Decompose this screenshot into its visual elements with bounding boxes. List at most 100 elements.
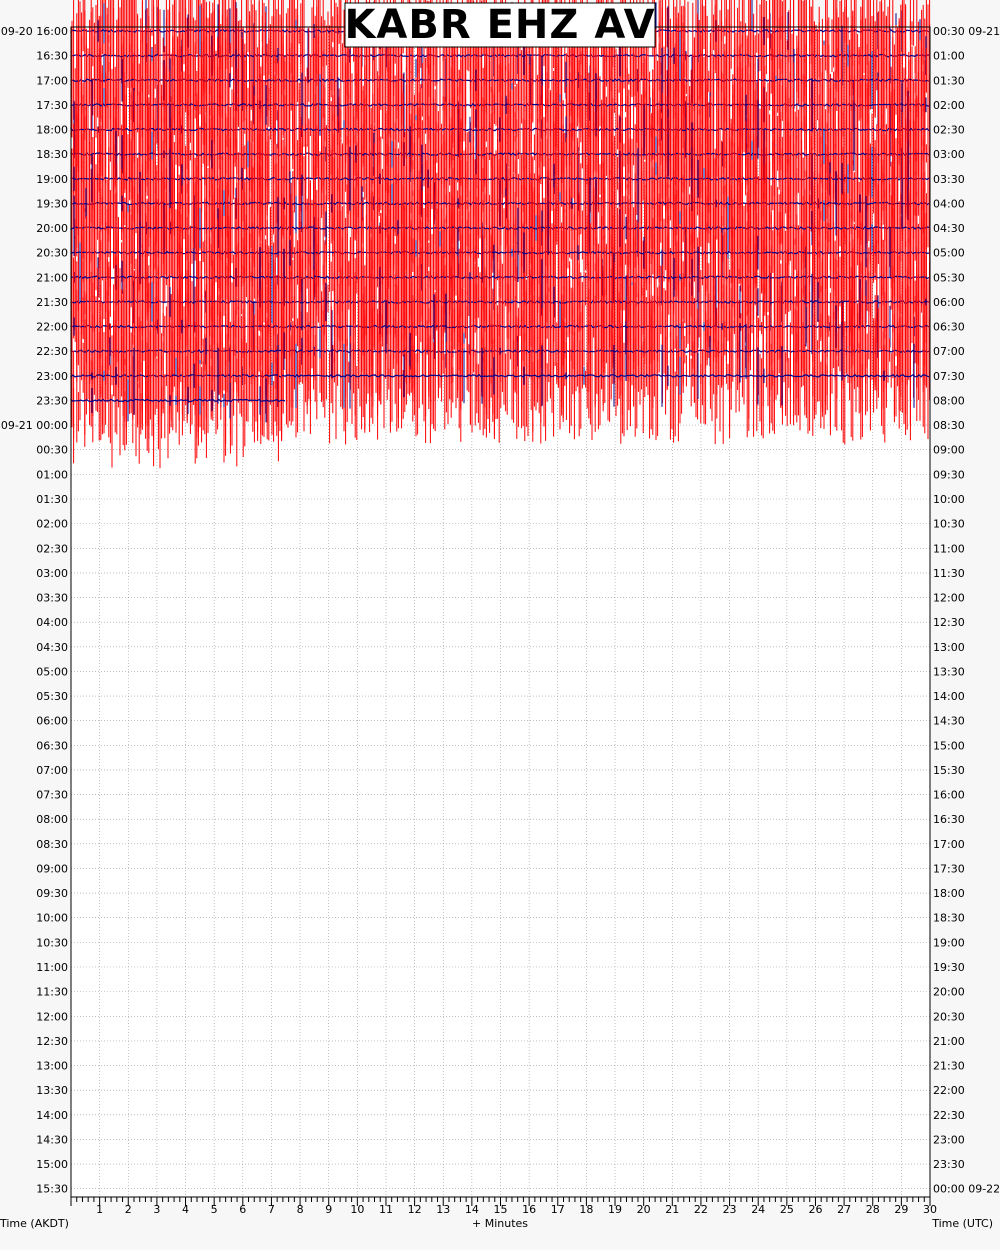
left-row-label: 01:00	[36, 468, 68, 481]
right-row-label: 18:00	[933, 887, 965, 900]
left-row-label: 08:30	[36, 838, 68, 851]
right-row-label: 04:00	[933, 197, 965, 210]
x-tick-label: 24	[751, 1203, 765, 1216]
right-row-label: 23:30	[933, 1158, 965, 1171]
right-row-label: 14:00	[933, 690, 965, 703]
left-row-label: 07:30	[36, 789, 68, 802]
left-row-label: 03:00	[36, 567, 68, 580]
x-tick-label: 27	[837, 1203, 851, 1216]
left-row-label: 11:30	[36, 986, 68, 999]
right-row-label: 13:00	[933, 641, 965, 654]
x-tick-label: 28	[866, 1203, 880, 1216]
x-ticks	[70, 1197, 931, 1206]
right-row-label: 14:30	[933, 715, 965, 728]
left-row-label: 04:00	[36, 616, 68, 629]
left-row-label: 13:00	[36, 1060, 68, 1073]
x-tick-label: 6	[239, 1203, 246, 1216]
right-row-label: 00:30 09-21	[933, 25, 1000, 38]
x-tick-label: 4	[182, 1203, 189, 1216]
left-row-label: 05:00	[36, 665, 68, 678]
left-row-label: 14:30	[36, 1133, 68, 1146]
x-tick-label: 9	[325, 1203, 332, 1216]
right-row-label: 03:00	[933, 148, 965, 161]
x-tick-label: 3	[153, 1203, 160, 1216]
right-row-label: 19:00	[933, 936, 965, 949]
right-row-label: 11:30	[933, 567, 965, 580]
right-row-label: 07:00	[933, 345, 965, 358]
right-row-label: 17:30	[933, 862, 965, 875]
left-row-label: 15:30	[36, 1183, 68, 1196]
left-row-label: 21:30	[36, 296, 68, 309]
left-row-label: 11:00	[36, 961, 68, 974]
right-row-label: 07:30	[933, 370, 965, 383]
left-row-label: 18:00	[36, 124, 68, 137]
x-tick-label: 20	[637, 1203, 651, 1216]
left-row-label: 13:30	[36, 1084, 68, 1097]
right-row-label: 22:30	[933, 1109, 965, 1122]
x-tick-label: 18	[579, 1203, 593, 1216]
right-row-label: 06:00	[933, 296, 965, 309]
right-row-label: 02:00	[933, 99, 965, 112]
x-tick-label: 15	[494, 1203, 508, 1216]
right-axis-label: Time (UTC)	[931, 1217, 993, 1230]
left-row-label: 10:00	[36, 912, 68, 925]
x-tick-label: 2	[125, 1203, 132, 1216]
left-row-label: 20:00	[36, 222, 68, 235]
left-row-label: 07:00	[36, 764, 68, 777]
x-tick-label: 1	[96, 1203, 103, 1216]
x-tick-label: 26	[808, 1203, 822, 1216]
x-tick-label: 29	[894, 1203, 908, 1216]
x-tick-label: 14	[465, 1203, 479, 1216]
right-row-label: 15:00	[933, 739, 965, 752]
x-tick-label: 19	[608, 1203, 622, 1216]
right-row-label: 18:30	[933, 912, 965, 925]
right-row-label: 08:30	[933, 419, 965, 432]
left-row-label: 21:00	[36, 271, 68, 284]
x-tick-label: 11	[379, 1203, 393, 1216]
left-row-label: 05:30	[36, 690, 68, 703]
trace-row	[70, 327, 286, 469]
left-row-label: 02:30	[36, 542, 68, 555]
right-row-label: 01:00	[933, 50, 965, 63]
x-axis-label: + Minutes	[472, 1217, 528, 1230]
left-row-label: 23:00	[36, 370, 68, 383]
left-row-label: 12:00	[36, 1010, 68, 1023]
right-row-label: 21:30	[933, 1060, 965, 1073]
x-tick-label: 30	[923, 1203, 937, 1216]
left-row-label: 04:30	[36, 641, 68, 654]
left-row-label: 09:30	[36, 887, 68, 900]
chart-title: KABR EHZ AV	[344, 2, 655, 48]
right-row-label: 01:30	[933, 74, 965, 87]
x-tick-label: 7	[268, 1203, 275, 1216]
right-row-label: 10:00	[933, 493, 965, 506]
x-tick-label: 17	[551, 1203, 565, 1216]
left-axis-label: Time (AKDT)	[0, 1217, 69, 1230]
right-row-label: 02:30	[933, 124, 965, 137]
x-tick-label: 21	[665, 1203, 679, 1216]
right-time-labels: 00:30 09-21 01:00 01:30 02:00 02:30 03:00 03:3…	[933, 25, 1000, 1196]
right-row-label: 08:00	[933, 394, 965, 407]
left-row-label: 12:30	[36, 1035, 68, 1048]
left-row-label: 18:30	[36, 148, 68, 161]
left-row-label: 08:00	[36, 813, 68, 826]
x-tick-label: 16	[522, 1203, 536, 1216]
left-row-label: 01:30	[36, 493, 68, 506]
right-row-label: 00:00 09-22	[933, 1183, 1000, 1196]
right-row-label: 15:30	[933, 764, 965, 777]
right-row-label: 05:30	[933, 271, 965, 284]
right-row-label: 21:00	[933, 1035, 965, 1048]
left-row-label: 09-21 00:00	[1, 419, 68, 432]
x-tick-label: 5	[211, 1203, 218, 1216]
left-row-label: 22:30	[36, 345, 68, 358]
right-row-label: 20:30	[933, 1010, 965, 1023]
left-row-label: 10:30	[36, 936, 68, 949]
right-row-label: 20:00	[933, 986, 965, 999]
right-row-label: 03:30	[933, 173, 965, 186]
right-row-label: 11:00	[933, 542, 965, 555]
x-tick-label: 10	[350, 1203, 364, 1216]
left-row-label: 16:30	[36, 50, 68, 63]
left-row-label: 17:30	[36, 99, 68, 112]
right-row-label: 16:00	[933, 789, 965, 802]
x-tick-labels: 1 2 3 4 5 6 7 8 9 10 11 12 13 14 15 16 17 18 19 20 21 22 23 24 2…	[96, 1203, 937, 1216]
